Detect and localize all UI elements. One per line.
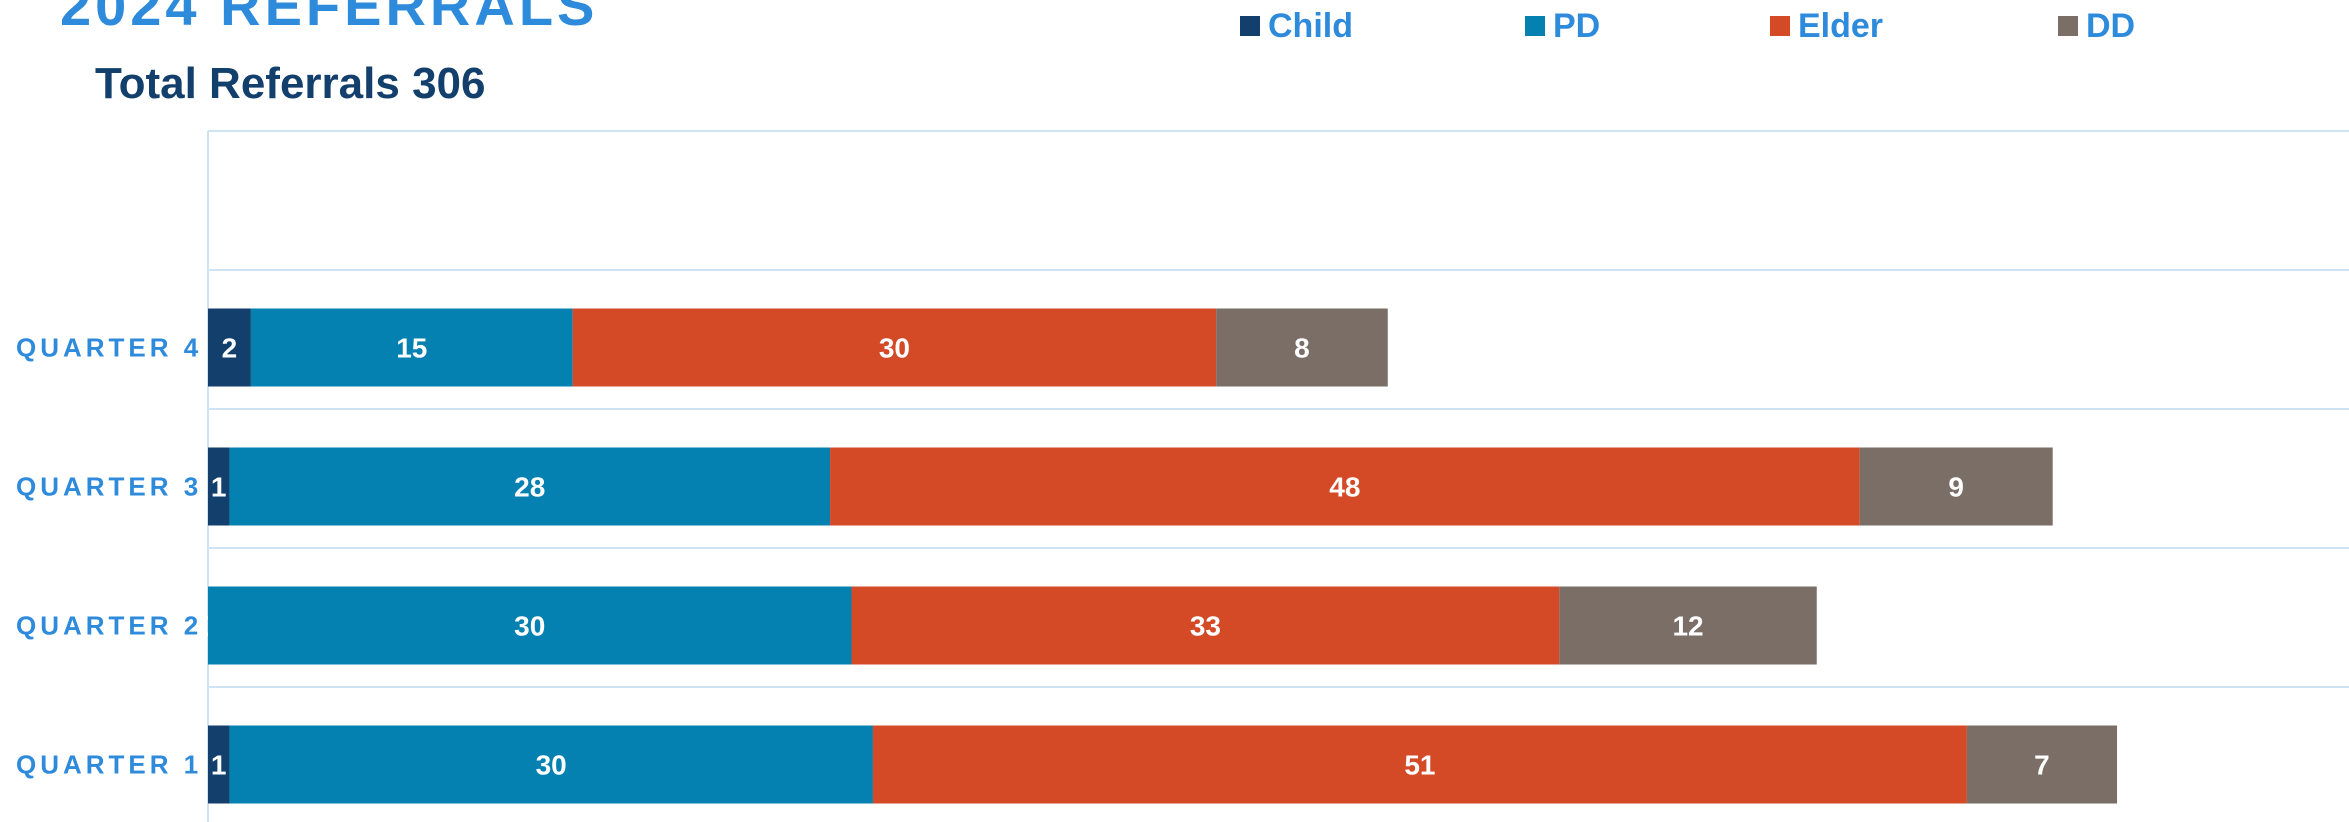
data-label-elder-quarter-4: 30 [879,333,910,364]
legend-label-elder: Elder [1798,7,1884,45]
data-label-elder-quarter-2: 33 [1190,611,1221,642]
data-label-elder-quarter-3: 48 [1329,472,1360,503]
category-label-quarter-1: QUARTER 1 [16,750,202,780]
page-title: 2024 REFERRALS [60,0,599,37]
data-label-dd-quarter-4: 8 [1294,333,1310,364]
data-label-pd-quarter-1: 30 [536,750,567,781]
legend-item-elder: Elder [1770,6,1883,46]
data-label-child-quarter-1: 1 [211,750,227,781]
legend-swatch-elder [1770,16,1790,36]
bar-dd-quarter-2 [1559,586,1817,665]
bar-child-quarter-4 [208,308,251,387]
bar-elder-quarter-4 [572,308,1217,387]
legend-label-child: Child [1268,7,1353,45]
bar-pd-quarter-3 [229,447,831,526]
data-label-pd-quarter-4: 15 [396,333,427,364]
legend-item-child: Child [1240,6,1353,46]
data-label-pd-quarter-2: 30 [514,611,545,642]
chart-legend: Child PD Elder DD [0,6,2349,46]
bar-child-quarter-3 [208,447,230,526]
bar-pd-quarter-1 [229,725,873,804]
legend-swatch-dd [2058,16,2078,36]
legend-swatch-pd [1525,16,1545,36]
total-referrals-label: Total Referrals 306 [95,59,486,108]
bar-child-quarter-1 [208,725,230,804]
bar-dd-quarter-3 [1859,447,2053,526]
legend-label-dd: DD [2086,7,2136,45]
legend-item-pd: PD [1525,6,1600,46]
data-label-child-quarter-4: 2 [222,333,238,364]
bar-elder-quarter-3 [830,447,1860,526]
bar-pd-quarter-4 [250,308,573,387]
legend-swatch-child [1240,16,1260,36]
data-label-dd-quarter-1: 7 [2034,750,2050,781]
bar-pd-quarter-2 [208,586,852,665]
bar-dd-quarter-1 [1966,725,2118,804]
data-label-child-quarter-3: 1 [211,472,227,503]
legend-item-dd: DD [2058,6,2135,46]
bar-dd-quarter-4 [1216,308,1388,387]
data-label-dd-quarter-3: 9 [1948,472,1964,503]
data-label-dd-quarter-2: 12 [1672,611,1703,642]
data-label-elder-quarter-1: 51 [1404,750,1435,781]
bar-elder-quarter-2 [851,586,1560,665]
data-label-pd-quarter-3: 28 [514,472,545,503]
legend-label-pd: PD [1553,7,1601,45]
category-label-quarter-2: QUARTER 2 [16,611,202,641]
category-label-quarter-3: QUARTER 3 [16,472,202,502]
category-label-quarter-4: QUARTER 4 [16,333,202,363]
bar-elder-quarter-1 [872,725,1967,804]
